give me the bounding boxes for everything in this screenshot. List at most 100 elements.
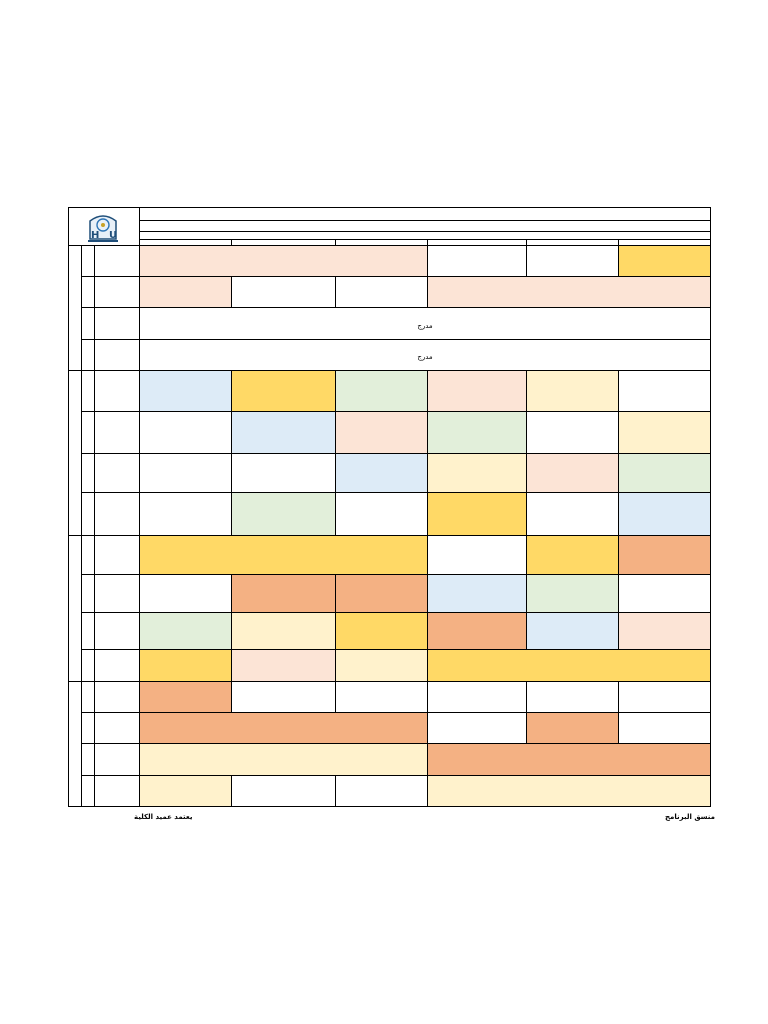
schedule-cell xyxy=(335,411,428,454)
schedule-cell xyxy=(427,370,527,412)
schedule-cell xyxy=(139,276,232,308)
schedule-cell xyxy=(618,245,711,277)
schedule-cell xyxy=(139,453,232,493)
schedule-cell xyxy=(618,411,711,454)
time-slot-cell xyxy=(94,712,140,744)
time-slot-cell xyxy=(94,535,140,575)
row-number-cell xyxy=(81,339,95,371)
schedule-cell xyxy=(335,370,428,412)
schedule-cell xyxy=(335,612,428,650)
schedule-cell xyxy=(526,712,619,744)
time-slot-cell xyxy=(94,492,140,536)
schedule-cell xyxy=(139,535,428,575)
day-label-cell xyxy=(68,370,82,536)
time-slot-cell xyxy=(94,743,140,776)
schedule-cell xyxy=(335,775,428,807)
time-slot-cell xyxy=(94,453,140,493)
schedule-cell xyxy=(139,574,232,613)
row-number-cell xyxy=(81,370,95,412)
schedule-cell xyxy=(335,649,428,682)
schedule-cell xyxy=(231,649,336,682)
schedule-cell xyxy=(231,612,336,650)
schedule-cell xyxy=(335,492,428,536)
schedule-cell xyxy=(427,681,527,713)
logo-emblem: H U xyxy=(88,215,118,242)
time-slot-cell xyxy=(94,649,140,682)
schedule-cell xyxy=(618,492,711,536)
row-number-cell xyxy=(81,612,95,650)
time-slot-cell xyxy=(94,411,140,454)
schedule-cell xyxy=(427,743,711,776)
schedule-cell xyxy=(526,574,619,613)
schedule-cell xyxy=(427,775,711,807)
schedule-cell xyxy=(427,276,711,308)
time-slot-cell xyxy=(94,681,140,713)
schedule-cell xyxy=(618,370,711,412)
schedule-cell xyxy=(231,411,336,454)
schedule-cell: مدرج xyxy=(139,307,711,340)
program-coordinator-signature: منسق البرنامج xyxy=(665,813,715,821)
schedule-cell xyxy=(139,775,232,807)
time-slot-cell xyxy=(94,339,140,371)
row-number-cell xyxy=(81,492,95,536)
row-number-cell xyxy=(81,712,95,744)
schedule-cell xyxy=(618,453,711,493)
schedule-cell xyxy=(618,612,711,650)
schedule-cell xyxy=(231,370,336,412)
row-number-cell xyxy=(81,245,95,277)
time-slot-cell xyxy=(94,775,140,807)
time-slot-cell xyxy=(94,574,140,613)
schedule-cell xyxy=(231,681,336,713)
schedule-cell xyxy=(139,245,428,277)
schedule-cell xyxy=(526,492,619,536)
schedule-cell xyxy=(526,453,619,493)
schedule-cell xyxy=(427,411,527,454)
row-number-cell xyxy=(81,307,95,340)
row-number-cell xyxy=(81,574,95,613)
schedule-cell xyxy=(139,649,232,682)
schedule-cell xyxy=(335,574,428,613)
schedule-cell xyxy=(618,574,711,613)
schedule-cell xyxy=(427,535,527,575)
schedule-cell: مدرج xyxy=(139,339,711,371)
schedule-cell xyxy=(427,574,527,613)
schedule-cell xyxy=(231,775,336,807)
schedule-cell xyxy=(231,453,336,493)
schedule-cell xyxy=(139,370,232,412)
header-title-row xyxy=(139,207,711,221)
schedule-cell xyxy=(427,245,527,277)
row-number-cell xyxy=(81,453,95,493)
time-slot-cell xyxy=(94,370,140,412)
logo-letter-u: U xyxy=(109,230,117,241)
row-number-cell xyxy=(81,743,95,776)
schedule-cell xyxy=(427,453,527,493)
schedule-cell xyxy=(618,535,711,575)
row-number-cell xyxy=(81,681,95,713)
time-slot-cell xyxy=(94,307,140,340)
schedule-cell xyxy=(618,681,711,713)
schedule-cell xyxy=(526,411,619,454)
schedule-cell xyxy=(231,574,336,613)
time-slot-cell xyxy=(94,245,140,277)
schedule-cell xyxy=(139,743,428,776)
schedule-cell xyxy=(427,612,527,650)
row-number-cell xyxy=(81,276,95,308)
schedule-cell xyxy=(231,276,336,308)
row-number-cell xyxy=(81,411,95,454)
day-label-cell xyxy=(68,535,82,682)
day-label-cell xyxy=(68,681,82,807)
schedule-cell xyxy=(526,535,619,575)
day-label-cell xyxy=(68,245,82,371)
schedule-cell xyxy=(139,492,232,536)
row-number-cell xyxy=(81,535,95,575)
time-slot-cell xyxy=(94,612,140,650)
university-logo-icon: H U xyxy=(72,208,134,244)
lecture-hall-label: مدرج xyxy=(417,321,433,330)
schedule-cell xyxy=(139,681,232,713)
schedule-cell xyxy=(335,453,428,493)
schedule-cell xyxy=(526,681,619,713)
schedule-cell xyxy=(427,649,711,682)
row-number-cell xyxy=(81,649,95,682)
schedule-cell xyxy=(618,712,711,744)
